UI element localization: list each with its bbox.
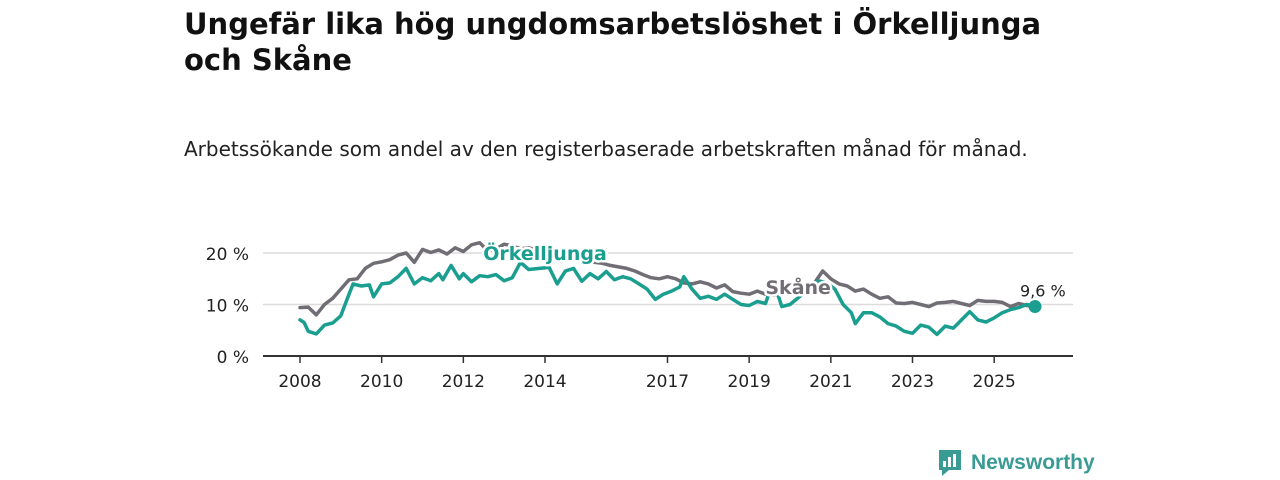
x-tick-label: 2025 [973, 372, 1016, 392]
y-tick-label: 20 % [206, 245, 249, 265]
series-lines [298, 240, 1037, 337]
series-label-orkelljunga: Örkelljunga [483, 241, 607, 265]
x-tick-label: 2008 [278, 372, 321, 392]
x-axis: 2008 2010 2012 2014 2017 2019 2021 2023 2025 [263, 355, 1073, 392]
x-tick-label: 2023 [891, 372, 934, 392]
last-value-marker [1028, 300, 1042, 314]
y-axis-labels: 0 % 10 % 20 % [206, 245, 249, 368]
x-tick-label: 2014 [523, 372, 566, 392]
series-line-orkelljunga [298, 260, 1037, 337]
newsworthy-brand[interactable]: Newsworthy [937, 448, 1095, 478]
y-tick-label: 0 % [217, 348, 249, 368]
x-tick-label: 2017 [646, 372, 689, 392]
series-annotations: Örkelljunga Skåne 9,6 % [481, 239, 1068, 314]
series-label-skane: Skåne [765, 275, 831, 299]
chart-title: Ungefär lika hög ungdomsarbetslöshet i Ö… [184, 7, 1042, 77]
brand-name: Newsworthy [971, 451, 1095, 474]
newsworthy-logo-icon [939, 450, 961, 476]
x-tick-label: 2021 [809, 372, 852, 392]
x-tick-label: 2019 [728, 372, 771, 392]
series-line-skane [298, 240, 1037, 317]
x-tick-label: 2012 [442, 372, 485, 392]
last-value-label: 9,6 % [1020, 282, 1066, 301]
chart-subtitle: Arbetssökande som andel av den registerb… [184, 137, 1028, 161]
y-tick-label: 10 % [206, 297, 249, 317]
x-tick-label: 2010 [360, 372, 403, 392]
